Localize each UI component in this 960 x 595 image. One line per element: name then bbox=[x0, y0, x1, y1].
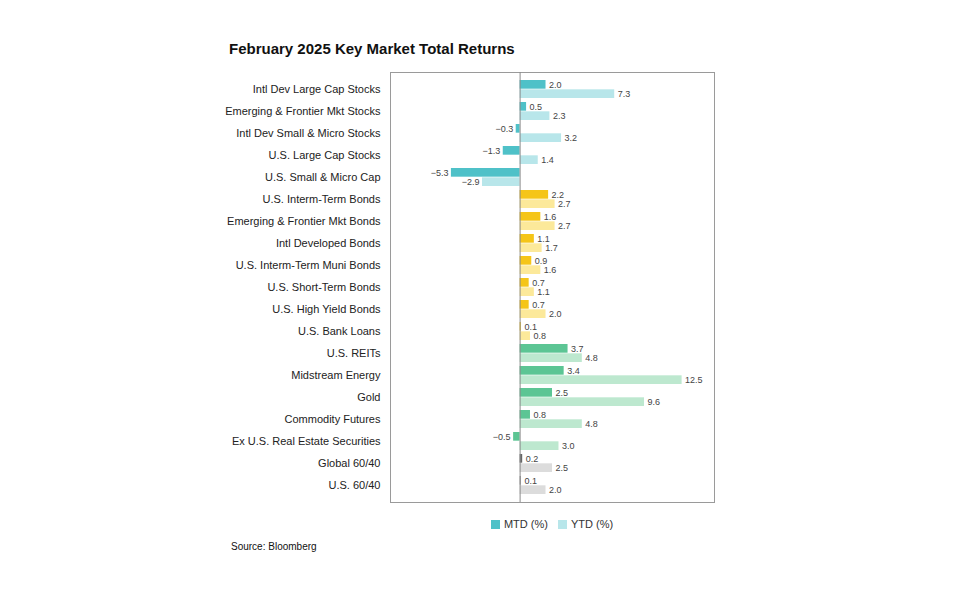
svg-text:U.S. Bank Loans: U.S. Bank Loans bbox=[298, 325, 381, 337]
svg-text:Ex U.S. Real Estate Securities: Ex U.S. Real Estate Securities bbox=[232, 435, 381, 447]
svg-text:−0.5: −0.5 bbox=[493, 432, 511, 442]
svg-text:7.3: 7.3 bbox=[618, 89, 631, 99]
svg-text:Intl Developed Bonds: Intl Developed Bonds bbox=[276, 237, 381, 249]
svg-text:U.S. REITs: U.S. REITs bbox=[327, 347, 381, 359]
svg-text:2.3: 2.3 bbox=[553, 111, 566, 121]
svg-text:1.1: 1.1 bbox=[537, 233, 550, 244]
svg-text:0.1: 0.1 bbox=[524, 476, 537, 486]
svg-text:12.5: 12.5 bbox=[685, 375, 703, 385]
svg-text:0.9: 0.9 bbox=[534, 255, 548, 266]
svg-text:Gold: Gold bbox=[357, 391, 380, 403]
html-text:MTD (%): MTD (%) bbox=[503, 518, 548, 530]
svg-text:2.5: 2.5 bbox=[556, 463, 569, 473]
svg-text:Global 60/40: Global 60/40 bbox=[318, 457, 380, 469]
svg-text:−0.3: −0.3 bbox=[495, 124, 513, 134]
svg-text:0.1: 0.1 bbox=[524, 321, 537, 332]
svg-text:0.7: 0.7 bbox=[532, 300, 545, 310]
svg-text:1.6: 1.6 bbox=[544, 212, 557, 222]
svg-text:1.1: 1.1 bbox=[537, 287, 550, 297]
svg-text:3.7: 3.7 bbox=[571, 344, 584, 354]
svg-text:Emerging & Frontier Mkt Stocks: Emerging & Frontier Mkt Stocks bbox=[225, 105, 381, 117]
svg-text:4.8: 4.8 bbox=[585, 353, 598, 363]
svg-text:3.2: 3.2 bbox=[565, 133, 578, 143]
svg-text:0.8: 0.8 bbox=[533, 331, 546, 341]
svg-text:0.7: 0.7 bbox=[532, 277, 545, 288]
svg-text:2.7: 2.7 bbox=[558, 221, 571, 231]
svg-text:2.0: 2.0 bbox=[549, 485, 562, 495]
svg-text:Emerging & Frontier Mkt Bonds: Emerging & Frontier Mkt Bonds bbox=[227, 215, 381, 227]
svg-text:Commodity Futures: Commodity Futures bbox=[285, 413, 381, 425]
svg-text:2.7: 2.7 bbox=[558, 199, 571, 209]
svg-text:3.4: 3.4 bbox=[567, 366, 580, 376]
svg-text:2.5: 2.5 bbox=[556, 388, 569, 398]
svg-text:Midstream Energy: Midstream Energy bbox=[291, 369, 381, 381]
svg-text:−5.3: −5.3 bbox=[431, 168, 449, 178]
svg-text:U.S. Interm-Term Bonds: U.S. Interm-Term Bonds bbox=[263, 193, 381, 205]
svg-text:−1.3: −1.3 bbox=[482, 146, 500, 156]
svg-text:1.6: 1.6 bbox=[544, 265, 557, 275]
svg-text:U.S. Large Cap Stocks: U.S. Large Cap Stocks bbox=[269, 149, 381, 161]
svg-text:U.S. 60/40: U.S. 60/40 bbox=[329, 479, 381, 491]
svg-text:2.0: 2.0 bbox=[549, 80, 562, 90]
svg-text:−2.9: −2.9 bbox=[462, 177, 480, 187]
svg-text:9.6: 9.6 bbox=[648, 397, 661, 407]
html-text:YTD (%): YTD (%) bbox=[570, 518, 614, 530]
html-text:February 2025 Key Market Total: February 2025 Key Market Total Returns bbox=[229, 40, 515, 57]
svg-text:1.7: 1.7 bbox=[545, 243, 558, 253]
svg-text:1.4: 1.4 bbox=[541, 155, 554, 165]
svg-text:U.S. Small & Micro Cap: U.S. Small & Micro Cap bbox=[265, 171, 381, 183]
svg-text:0.5: 0.5 bbox=[530, 102, 543, 112]
svg-text:2.0: 2.0 bbox=[549, 309, 562, 319]
svg-text:Intl Dev Small & Micro Stocks: Intl Dev Small & Micro Stocks bbox=[236, 127, 381, 139]
html-text:Source: Bloomberg: Source: Bloomberg bbox=[231, 541, 317, 552]
svg-text:U.S. Interm-Term Muni Bonds: U.S. Interm-Term Muni Bonds bbox=[236, 259, 381, 271]
svg-text:0.8: 0.8 bbox=[533, 410, 546, 420]
svg-text:2.2: 2.2 bbox=[551, 189, 565, 200]
svg-text:U.S. Short-Term Bonds: U.S. Short-Term Bonds bbox=[267, 281, 381, 293]
svg-text:4.8: 4.8 bbox=[585, 419, 598, 429]
svg-text:0.2: 0.2 bbox=[526, 454, 539, 464]
svg-text:U.S. High Yield Bonds: U.S. High Yield Bonds bbox=[272, 303, 381, 315]
svg-text:3.0: 3.0 bbox=[562, 441, 575, 451]
svg-text:Intl Dev Large Cap Stocks: Intl Dev Large Cap Stocks bbox=[253, 83, 381, 95]
